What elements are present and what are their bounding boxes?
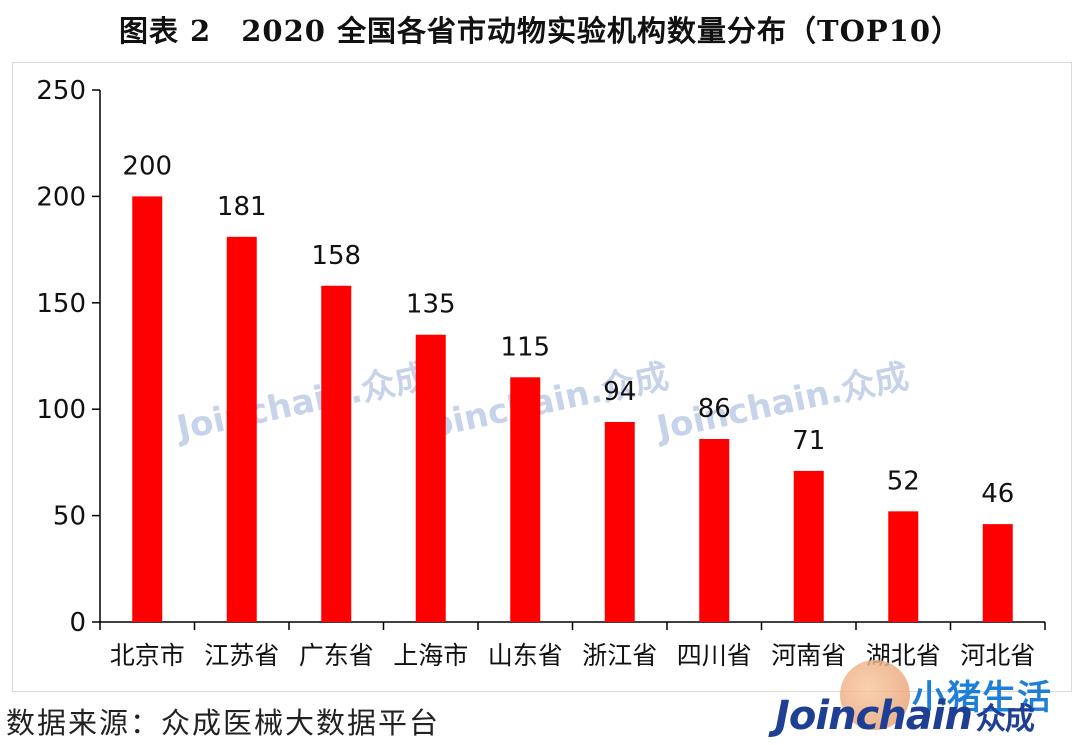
pig-mascot-icon [840, 660, 910, 730]
bar [510, 377, 541, 622]
data-label: 135 [406, 290, 456, 320]
x-tick-label: 北京市 [110, 641, 185, 670]
watermark-text: Joinchain.众成 [172, 356, 433, 449]
data-label: 158 [311, 241, 361, 271]
x-tick-label: 上海市 [393, 641, 468, 670]
chart-frame [12, 62, 1072, 692]
x-tick-label: 河北省 [960, 641, 1035, 670]
data-label: 181 [217, 192, 267, 222]
bar [699, 438, 730, 622]
data-label: 200 [122, 151, 172, 181]
y-tick-label: 150 [36, 289, 86, 319]
data-label: 52 [887, 466, 920, 496]
x-tick-label: 河南省 [771, 641, 846, 670]
bar [793, 470, 824, 622]
bar [321, 285, 352, 622]
chart-title: 图表 2 2020 全国各省市动物实验机构数量分布（TOP10） [118, 14, 962, 48]
badge-text: 小猪生活 [912, 678, 1052, 718]
data-label: 46 [981, 479, 1014, 509]
bar [604, 421, 635, 622]
watermark-text: Joinchain.众成 [652, 356, 913, 449]
data-label: 86 [698, 394, 731, 424]
bar [982, 524, 1013, 622]
x-tick-label: 广东省 [299, 641, 374, 670]
brand-logo-text: Joinchain [775, 693, 973, 739]
x-tick-label: 浙江省 [582, 641, 657, 670]
y-tick-label: 100 [36, 395, 86, 425]
x-tick-label: 山东省 [488, 641, 563, 670]
x-tick-label: 江苏省 [204, 641, 279, 670]
data-label: 71 [792, 426, 825, 456]
data-label: 115 [500, 332, 550, 362]
x-tick-label: 四川省 [677, 641, 752, 670]
bar [888, 511, 919, 622]
y-tick-label: 0 [69, 608, 86, 638]
bar [226, 236, 257, 622]
y-tick-label: 250 [36, 76, 86, 106]
y-tick-label: 200 [36, 182, 86, 212]
bar [415, 334, 446, 622]
source-note: 数据来源：众成医械大数据平台 [6, 706, 441, 740]
brand-logo: Joinchain 众成 [775, 693, 1035, 739]
bar [132, 196, 163, 622]
y-tick-label: 50 [53, 502, 86, 532]
data-label: 94 [603, 377, 636, 407]
brand-logo-zh: 众成 [975, 702, 1035, 737]
